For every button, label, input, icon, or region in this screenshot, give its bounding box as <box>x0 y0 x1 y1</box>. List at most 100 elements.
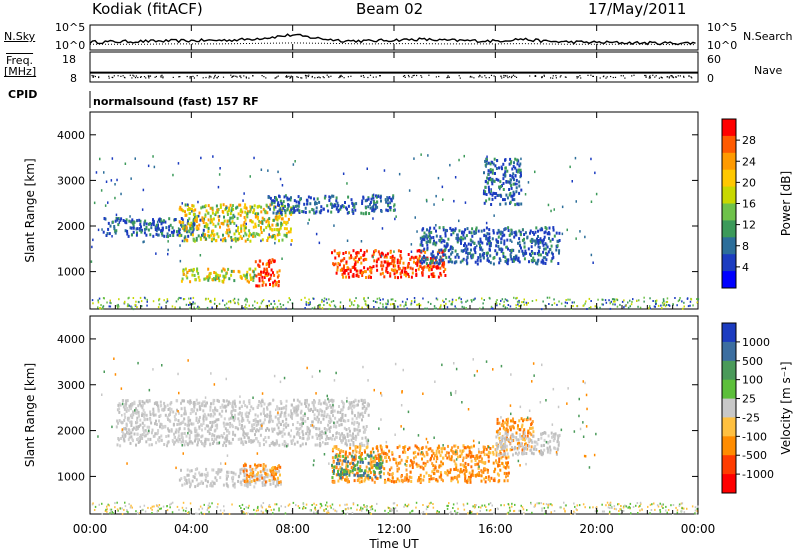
heat-cell <box>197 438 200 442</box>
heat-cell <box>209 442 212 446</box>
heat-cell <box>191 231 194 235</box>
heat-cell <box>139 512 141 514</box>
heat-cell <box>575 237 577 240</box>
heat-cell <box>187 234 190 238</box>
heat-cell <box>558 231 561 235</box>
nave-point <box>239 75 241 77</box>
heat-cell <box>536 239 539 243</box>
heat-cell <box>665 301 668 304</box>
heat-cell <box>280 213 283 217</box>
heat-cell <box>196 214 199 218</box>
heat-cell <box>432 506 435 509</box>
heat-cell <box>195 236 198 240</box>
heat-cell <box>373 202 375 206</box>
heat-cell <box>254 512 257 515</box>
heat-cell <box>696 508 698 510</box>
heat-cell <box>195 226 198 230</box>
heat-cell <box>249 207 252 211</box>
heat-cell <box>545 227 548 231</box>
heat-cell <box>479 240 482 244</box>
heat-cell <box>143 221 146 225</box>
heat-cell <box>145 226 148 229</box>
heat-cell <box>218 218 220 222</box>
heat-cell <box>381 251 383 255</box>
heat-cell <box>435 307 437 310</box>
heat-cell <box>144 219 147 223</box>
heat-cell <box>657 304 660 307</box>
heat-cell <box>194 402 197 406</box>
nave-point <box>649 75 651 77</box>
heat-cell <box>285 404 288 408</box>
heat-cell <box>308 432 311 436</box>
heat-cell <box>291 207 294 211</box>
heat-cell <box>185 213 187 217</box>
heat-cell <box>238 400 241 404</box>
heat-cell <box>344 413 347 417</box>
nave-point <box>411 76 413 78</box>
heat-cell <box>509 181 512 185</box>
heat-cell <box>241 417 244 420</box>
heat-cell <box>288 503 291 506</box>
heat-cell <box>243 192 245 195</box>
heat-cell <box>182 272 185 276</box>
heat-cell <box>548 303 550 305</box>
heat-cell <box>268 300 270 303</box>
heat-cell <box>343 269 346 272</box>
heat-cell <box>545 251 547 255</box>
heat-cell <box>353 422 355 426</box>
heat-cell <box>127 428 130 432</box>
heat-cell <box>370 512 372 515</box>
heat-cell <box>499 180 502 184</box>
heat-cell <box>189 307 191 310</box>
heat-cell <box>130 424 133 427</box>
heat-cell <box>431 255 434 259</box>
heat-cell <box>544 230 547 234</box>
heat-cell <box>522 228 524 231</box>
heat-cell <box>425 512 428 515</box>
heat-cell <box>471 253 474 257</box>
heat-cell <box>563 501 565 504</box>
heat-cell <box>423 231 426 235</box>
heat-cell <box>261 506 264 509</box>
heat-cell <box>470 231 473 235</box>
heat-cell <box>357 304 359 307</box>
heat-cell <box>456 502 458 505</box>
heat-cell <box>195 416 198 420</box>
nave-point <box>555 77 557 79</box>
heat-cell <box>290 439 293 443</box>
heat-cell <box>106 510 108 513</box>
heat-cell <box>185 274 188 278</box>
heat-cell <box>195 398 198 402</box>
heat-cell <box>221 239 224 243</box>
heat-cell <box>438 248 441 252</box>
heat-cell <box>124 505 127 508</box>
heat-cell <box>131 403 134 406</box>
heat-cell <box>456 253 459 256</box>
heat-cell <box>266 475 269 479</box>
heat-cell <box>225 444 227 448</box>
heat-cell <box>243 508 245 510</box>
heat-cell <box>242 401 245 405</box>
heat-cell <box>393 203 396 207</box>
heat-cell <box>376 301 378 304</box>
heat-cell <box>108 232 111 236</box>
heat-cell <box>307 403 310 407</box>
heat-cell <box>301 210 304 213</box>
heat-cell <box>221 403 224 407</box>
nave-point <box>290 75 292 77</box>
heat-cell <box>517 202 520 206</box>
heat-cell <box>273 199 276 203</box>
heat-cell <box>419 265 422 269</box>
heat-cell <box>248 504 250 507</box>
heat-cell <box>242 430 245 434</box>
heat-cell <box>102 305 105 308</box>
heat-cell <box>189 482 192 486</box>
heat-cell <box>222 267 225 271</box>
heat-cell <box>311 208 314 211</box>
heat-cell <box>530 502 532 505</box>
heat-cell <box>485 221 488 225</box>
heat-cell <box>523 237 525 241</box>
nsearch-series <box>90 42 696 46</box>
heat-cell <box>279 199 282 203</box>
heat-cell <box>444 247 447 251</box>
